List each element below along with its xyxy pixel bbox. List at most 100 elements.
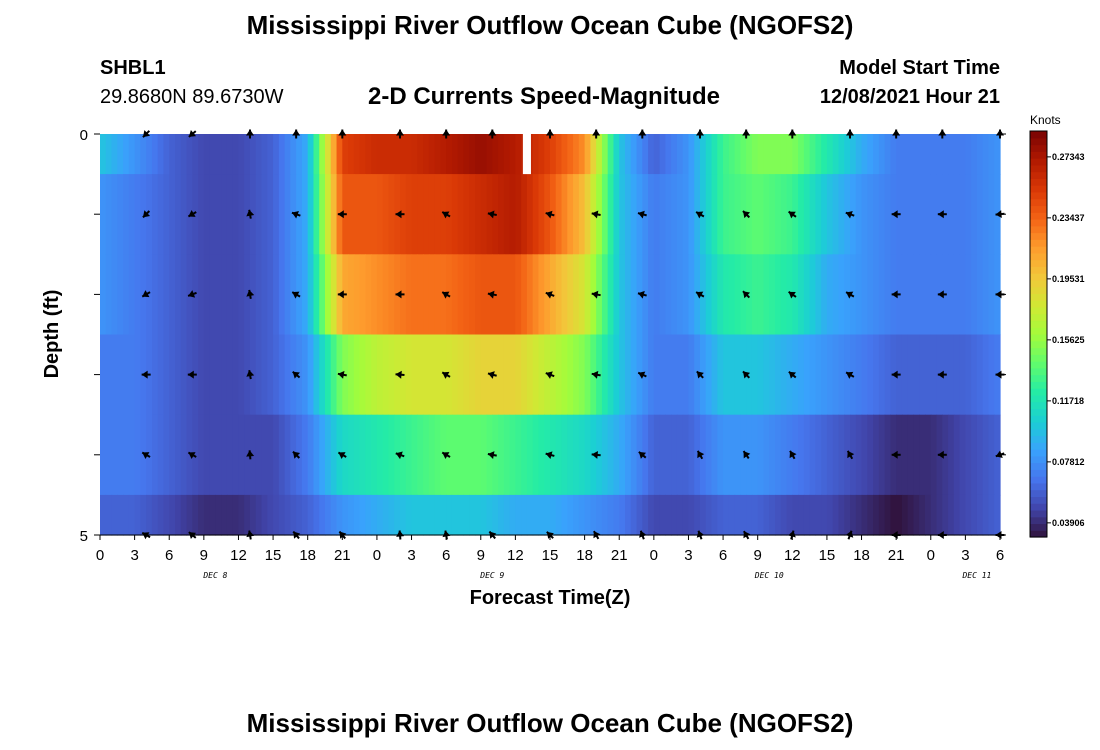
heatmap-cell	[665, 174, 672, 255]
y-tick-label: 5	[80, 528, 88, 545]
arrow-head	[187, 370, 194, 379]
heatmap-cell	[203, 494, 211, 536]
heatmap-cell	[209, 494, 216, 536]
heatmap-cell	[226, 174, 234, 255]
heatmap-cell	[417, 134, 424, 175]
heatmap-cell	[503, 494, 511, 536]
heatmap-cell	[769, 174, 776, 255]
heatmap-cell	[111, 334, 118, 416]
heatmap-cell	[163, 254, 170, 336]
current-arrow	[788, 370, 797, 379]
heatmap-cell	[151, 414, 159, 496]
heatmap-cell	[619, 414, 626, 496]
heatmap-cell	[607, 254, 615, 336]
heatmap-cell	[723, 334, 730, 416]
heatmap-cell	[717, 254, 724, 336]
heatmap-cell	[388, 134, 395, 175]
heatmap-cell	[850, 494, 857, 536]
current-arrow	[246, 209, 255, 219]
heatmap-cell	[676, 494, 684, 536]
heatmap-cell	[371, 414, 378, 496]
heatmap-cell	[111, 254, 118, 336]
heatmap-cell	[307, 494, 315, 536]
arrow-head	[591, 290, 599, 299]
x-tick-label: 0	[96, 547, 104, 564]
heatmap-cell	[792, 134, 799, 175]
current-arrow	[591, 450, 601, 459]
heatmap-cell	[982, 174, 990, 255]
heatmap-cell	[555, 254, 563, 336]
heatmap-cell	[619, 174, 626, 255]
heatmap-cell	[330, 174, 338, 255]
heatmap-cell	[988, 254, 995, 336]
heatmap-cell	[665, 414, 672, 496]
colorbar-band	[1030, 347, 1047, 355]
heatmap-cell	[740, 174, 747, 255]
arrow-head	[788, 371, 797, 379]
heatmap-cell	[371, 334, 378, 416]
arrow-head	[442, 291, 450, 299]
heatmap-cell	[688, 494, 695, 536]
heatmap-cell	[232, 494, 240, 536]
colorbar-tick-label: 0.03906	[1052, 518, 1085, 528]
heatmap-cell	[388, 334, 395, 416]
heatmap-cell	[123, 134, 130, 175]
heatmap-cell	[469, 414, 476, 496]
heatmap-cell	[353, 494, 361, 536]
heatmap-cell	[376, 414, 384, 496]
heatmap-cell	[365, 494, 372, 536]
heatmap-cell	[371, 134, 378, 175]
heatmap-cell	[325, 414, 332, 496]
heatmap-cell	[151, 174, 159, 255]
heatmap-cell	[255, 414, 263, 496]
current-arrow	[591, 370, 601, 379]
heatmap-cell	[123, 334, 130, 416]
current-arrow	[742, 450, 751, 460]
heatmap-cell	[446, 414, 453, 496]
current-arrow	[141, 290, 151, 298]
arrow-head	[696, 291, 704, 299]
current-arrow	[591, 290, 601, 299]
heatmap-cell	[798, 334, 805, 416]
arrow-head	[742, 211, 751, 219]
heatmap-cell	[313, 334, 320, 416]
heatmap-cell	[475, 174, 482, 255]
heatmap-cell	[267, 134, 274, 175]
heatmap-cell	[238, 174, 245, 255]
heatmap-cell	[307, 414, 315, 496]
heatmap-cell	[763, 494, 770, 536]
heatmap-cell	[371, 254, 378, 336]
arrow-head	[846, 129, 854, 136]
heatmap-cell	[440, 494, 447, 536]
heatmap-cell	[457, 414, 465, 496]
heatmap-cell	[313, 494, 320, 536]
heatmap-cell	[740, 334, 747, 416]
heatmap-cell	[959, 174, 966, 255]
heatmap-cell	[653, 494, 661, 536]
heatmap-cell	[100, 494, 107, 536]
heatmap-cell	[792, 494, 799, 536]
current-arrow	[937, 290, 947, 299]
colorbar-band	[1030, 428, 1047, 437]
arrow-head	[487, 371, 495, 379]
heatmap-cell	[844, 494, 851, 536]
heatmap-cell	[630, 254, 638, 336]
heatmap-cell	[653, 134, 661, 175]
heatmap-cell	[348, 174, 355, 255]
heatmap-cell	[867, 414, 874, 496]
heatmap-cell	[521, 174, 528, 255]
heatmap-cell	[803, 494, 811, 536]
heatmap-cell	[717, 174, 724, 255]
colorbar-tick-label: 0.15625	[1052, 335, 1085, 345]
arrow-head	[292, 451, 301, 459]
heatmap-cell	[163, 414, 170, 496]
heatmap-cell	[596, 134, 603, 175]
heatmap-cell	[976, 414, 984, 496]
heatmap-cell	[203, 254, 211, 336]
heatmap-cell	[140, 134, 147, 175]
current-arrow	[187, 209, 197, 218]
heatmap-cell	[498, 414, 505, 496]
day-label: DEC 10	[754, 571, 784, 580]
current-arrow	[246, 129, 254, 139]
heatmap-cell	[959, 254, 966, 336]
